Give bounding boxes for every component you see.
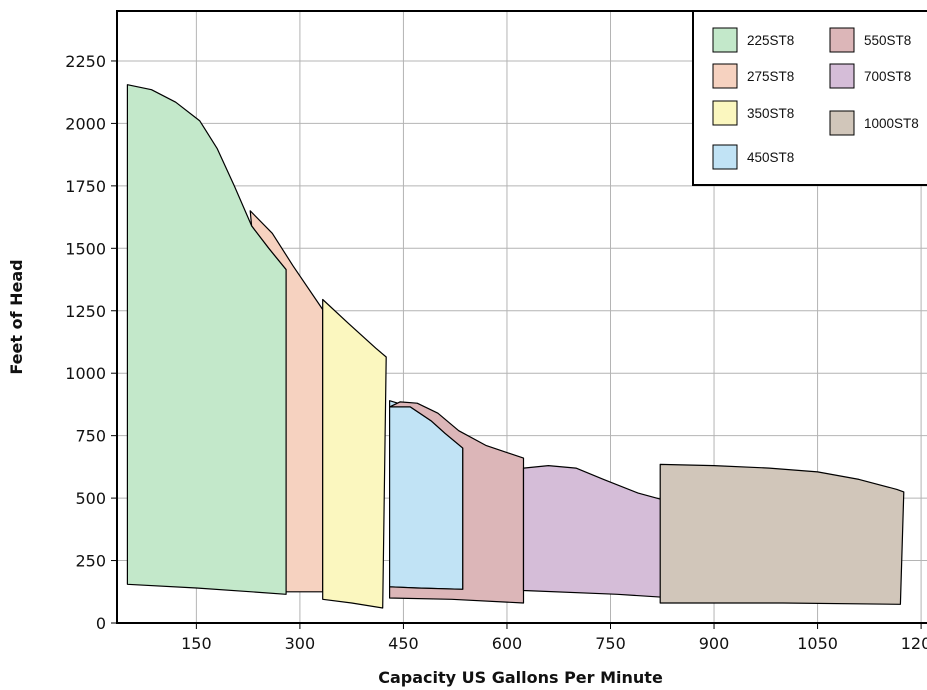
- legend-swatch-350st8: [712, 100, 738, 126]
- legend-label-550st8: 550ST8: [864, 33, 911, 48]
- y-tick-label: 2250: [65, 52, 106, 71]
- y-tick-label: 1750: [65, 177, 106, 196]
- legend-swatch-550st8: [829, 27, 855, 53]
- legend: 225ST8 275ST8 350ST8 450ST8 550ST8 700ST8 1000…: [692, 10, 927, 186]
- x-axis-title: Capacity US Gallons Per Minute: [378, 668, 663, 687]
- legend-swatch-700st8: [829, 63, 855, 89]
- y-tick-label: 500: [75, 489, 106, 508]
- x-tick-label: 750: [595, 634, 626, 653]
- legend-label-450st8: 450ST8: [747, 150, 794, 165]
- series-area-275st8: [249, 210, 324, 593]
- series-area-225st8: [126, 84, 287, 595]
- legend-label-275st8: 275ST8: [747, 69, 794, 84]
- series-area-550st8: [389, 401, 525, 604]
- series-area-350st8: [322, 298, 387, 609]
- y-axis-title: Feet of Head: [7, 259, 26, 374]
- series-areas: [126, 84, 905, 609]
- y-tick-label: 1500: [65, 239, 106, 258]
- y-tick-label: 0: [96, 614, 106, 633]
- legend-label-700st8: 700ST8: [864, 69, 911, 84]
- x-tick-label: 150: [181, 634, 212, 653]
- x-tick-label: 450: [388, 634, 419, 653]
- plot-frame: [116, 10, 927, 624]
- legend-swatch-225st8: [712, 27, 738, 53]
- legend-label-1000st8: 1000ST8: [864, 116, 919, 131]
- y-tick-label: 750: [75, 427, 106, 446]
- legend-label-225st8: 225ST8: [747, 33, 794, 48]
- y-tick-label: 250: [75, 552, 106, 571]
- legend-label-350st8: 350ST8: [747, 106, 794, 121]
- x-tick-label: 1050: [797, 634, 838, 653]
- x-tick-label: 900: [699, 634, 730, 653]
- legend-swatch-1000st8: [829, 110, 855, 136]
- y-tick-label: 2000: [65, 114, 106, 133]
- y-tick-label: 1000: [65, 364, 106, 383]
- series-area-1000st8: [659, 463, 905, 605]
- x-tick-label: 300: [285, 634, 316, 653]
- x-tick-label: 600: [492, 634, 523, 653]
- legend-swatch-275st8: [712, 63, 738, 89]
- y-tick-label: 1250: [65, 302, 106, 321]
- legend-swatch-450st8: [712, 144, 738, 170]
